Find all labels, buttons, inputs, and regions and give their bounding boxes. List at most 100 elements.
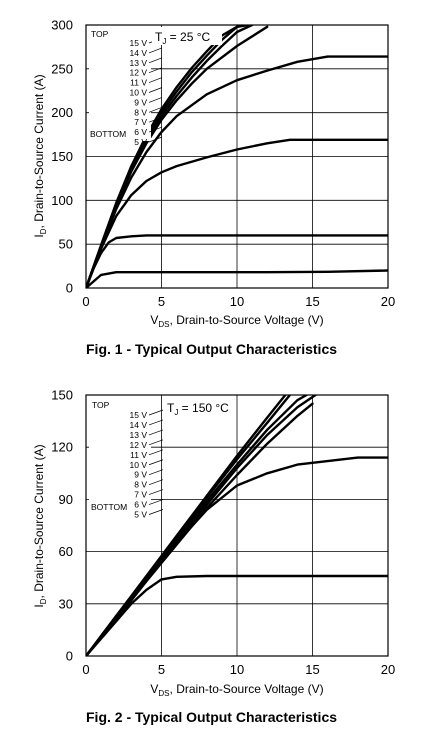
legend-top-label: TOP: [91, 29, 109, 39]
chart-1-series-group: [86, 25, 388, 288]
chart-2-y-ticks: 0 30 60 90 120 150: [51, 388, 73, 664]
legend-entry: 5 V: [134, 510, 147, 520]
legend-entry: 11 V: [130, 450, 147, 460]
chart-1-condition-sub: J: [162, 37, 166, 46]
y-tick-label: 60: [59, 544, 73, 559]
legend-entry: 8 V: [134, 107, 147, 117]
x-tick-label: 15: [305, 662, 319, 677]
x-tick-label: 20: [381, 294, 395, 309]
legend-leader-line: [148, 459, 164, 466]
legend-entry: 5 V: [134, 137, 147, 147]
legend-leader-line: [148, 489, 164, 495]
y-tick-label: 0: [66, 281, 73, 296]
chart-1-plot-frame: [85, 24, 389, 289]
chart-1: 0 5 10 15 20 0 50 100 150 200 250 300 TOP BOTTOM 1…: [32, 18, 395, 358]
chart-1-x-axis-title: VDS, Drain-to-Source Voltage (V): [150, 313, 323, 329]
legend-entry: 13 V: [130, 430, 148, 440]
legend-leader-line: [148, 409, 164, 416]
x-tick-label: 20: [381, 662, 395, 677]
y-tick-label: 0: [66, 649, 73, 664]
legend-leader-line: [148, 429, 164, 436]
x-tick-label: 0: [82, 662, 89, 677]
legend-leader-line: [148, 77, 163, 83]
legend-leader-line: [148, 116, 163, 123]
y-tick-label: 150: [51, 149, 73, 164]
chart-1-legend-entries: 15 V14 V13 V12 V11 V10 V9 V8 V7 V6 V5 V: [130, 37, 163, 147]
legend-entry: 7 V: [134, 117, 147, 127]
x-tick-label: 5: [158, 294, 165, 309]
legend-entry: 12 V: [130, 440, 148, 450]
chart-2-x-axis-title: VDS, Drain-to-Source Voltage (V): [150, 682, 323, 698]
legend-entry: 6 V: [134, 127, 147, 137]
chart-2: 0 5 10 15 20 0 30 60 90 120 150 TOP BOTTOM 15 V14…: [32, 388, 395, 726]
legend-entry: 7 V: [134, 490, 147, 500]
legend-entry: 6 V: [134, 500, 147, 510]
chart-2-legend: TOP BOTTOM 15 V14 V13 V12 V11 V10 V9 V8 …: [89, 397, 164, 520]
y-tick-label: 50: [59, 237, 73, 252]
legend-leader-line: [148, 439, 164, 446]
x-tick-label: 10: [230, 294, 244, 309]
chart-2-condition-rest: = 150 °C: [178, 401, 229, 415]
legend-leader-line: [148, 479, 164, 485]
legend-leader-line: [148, 469, 164, 476]
chart-1-condition: TJ = 25 °C: [152, 27, 222, 46]
legend-bottom-label: BOTTOM: [90, 129, 126, 139]
legend-entry: 9 V: [134, 97, 147, 107]
legend-leader-line: [148, 509, 164, 515]
chart-1-legend: TOP BOTTOM 15 V14 V13 V12 V11 V10 V9 V8 …: [89, 27, 163, 147]
series-line: [86, 395, 287, 656]
legend-bottom-label: BOTTOM: [91, 502, 127, 512]
chart-1-condition-prefix: T: [155, 30, 163, 44]
legend-entry: 8 V: [134, 480, 147, 490]
chart-2-caption: Fig. 2 - Typical Output Characteristics: [86, 709, 337, 725]
legend-leader-line: [148, 499, 164, 505]
legend-entry: 14 V: [130, 48, 148, 58]
legend-leader-line: [148, 449, 164, 456]
legend-leader-line: [148, 419, 164, 426]
legend-entry: 9 V: [134, 470, 147, 480]
y-tick-label: 120: [51, 440, 73, 455]
legend-entry: 15 V: [130, 38, 148, 48]
legend-entry: 13 V: [130, 58, 148, 68]
legend-top-label: TOP: [92, 400, 110, 410]
legend-leader-line: [148, 136, 163, 143]
legend-leader-line: [148, 57, 163, 64]
legend-entry: 11 V: [130, 78, 147, 88]
chart-2-series-group: [86, 395, 388, 656]
x-tick-label: 5: [158, 662, 165, 677]
chart-2-legend-entries: 15 V14 V13 V12 V11 V10 V9 V8 V7 V6 V5 V: [130, 409, 164, 520]
legend-entry: 14 V: [130, 420, 148, 430]
legend-leader-line: [148, 87, 163, 93]
chart-2-condition: TJ = 150 °C: [164, 398, 236, 417]
svg-text:TJ = 150 °C: TJ = 150 °C: [167, 401, 229, 417]
y-tick-label: 100: [51, 193, 73, 208]
chart-1-caption: Fig. 1 - Typical Output Characteristics: [86, 341, 337, 357]
y-tick-label: 150: [51, 388, 73, 403]
legend-leader-line: [148, 106, 163, 113]
x-tick-label: 0: [82, 294, 89, 309]
chart-2-condition-sub: J: [174, 408, 178, 417]
chart-2-condition-prefix: T: [167, 401, 175, 415]
legend-leader-line: [148, 47, 163, 54]
x-tick-label: 10: [230, 662, 244, 677]
chart-2-x-ticks: 0 5 10 15 20: [82, 662, 395, 677]
y-tick-label: 30: [59, 596, 73, 611]
y-tick-label: 90: [59, 492, 73, 507]
y-tick-label: 200: [51, 105, 73, 120]
chart-2-y-axis-title: ID, Drain-to-Source Current (A): [32, 444, 48, 607]
chart-1-condition-rest: = 25 °C: [166, 30, 210, 44]
legend-entry: 12 V: [130, 68, 148, 78]
legend-leader-line: [148, 126, 163, 133]
legend-entry: 10 V: [130, 88, 148, 98]
series-line: [86, 25, 246, 288]
chart-1-y-axis-title: ID, Drain-to-Source Current (A): [32, 74, 48, 237]
y-tick-label: 300: [51, 18, 73, 33]
svg-text:TJ = 25 °C: TJ = 25 °C: [155, 30, 211, 46]
legend-leader-line: [148, 67, 163, 74]
series-line: [86, 269, 388, 288]
chart-1-y-ticks: 0 50 100 150 200 250 300: [51, 18, 73, 296]
legend-entry: 10 V: [130, 460, 148, 470]
y-tick-label: 250: [51, 61, 73, 76]
chart-2-plot-frame: [85, 394, 389, 657]
